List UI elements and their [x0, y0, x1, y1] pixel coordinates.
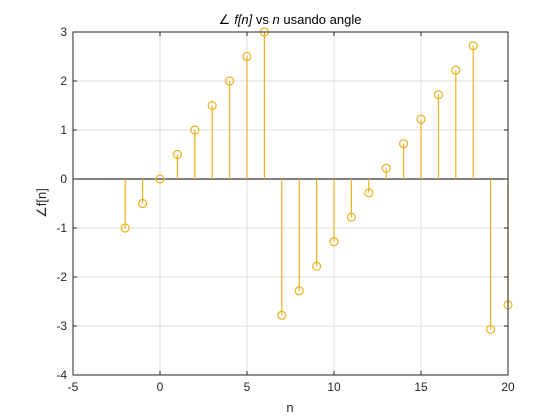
y-tick-label: -3: [56, 319, 67, 333]
y-tick-labels: -4 -3 -2 -1 0 1 2 3: [56, 25, 67, 382]
x-tick-label: 20: [501, 380, 515, 394]
stem-marker: [486, 324, 496, 335]
y-tick-label: -2: [56, 270, 67, 284]
stem-marker: [451, 65, 461, 75]
stems: [124, 32, 509, 330]
stem-marker: [399, 139, 409, 149]
x-tick-label: 0: [157, 380, 164, 394]
stem-marker: [225, 76, 235, 86]
stem-marker: [294, 286, 304, 296]
y-tick-label: 1: [60, 123, 67, 137]
stem-marker: [468, 41, 478, 51]
stem-marker: [381, 163, 391, 173]
stem-marker: [364, 188, 374, 198]
stem-marker: [346, 212, 356, 222]
stem-marker: [242, 51, 252, 62]
stem-marker: [277, 310, 287, 320]
y-tick-label: 0: [60, 172, 67, 186]
stem-marker: [207, 100, 217, 111]
title-function: f[n]: [234, 12, 252, 27]
title-variable: n: [273, 12, 280, 27]
title-vs: vs: [252, 12, 272, 27]
stem-marker: [190, 125, 200, 135]
y-tick-label: 2: [60, 74, 67, 88]
stem-marker: [312, 261, 322, 271]
x-tick-label: 10: [327, 380, 341, 394]
ticks: [72, 31, 509, 376]
axes-box: [72, 31, 509, 376]
stem-marker: [416, 114, 426, 124]
x-tick-label: 5: [244, 380, 251, 394]
stem-marker: [138, 198, 148, 209]
chart-title: ∠ f[n] vs n usando angle: [219, 12, 362, 27]
x-tick-label: 15: [414, 380, 428, 394]
y-axis-label: ∠f[n]: [34, 188, 49, 218]
plot-background: [73, 32, 508, 375]
stem-marker: [329, 237, 339, 247]
y-tick-label: -1: [56, 221, 67, 235]
y-tick-label: 3: [60, 25, 67, 39]
stem-marker: [120, 223, 130, 233]
x-axis-label: n: [286, 400, 293, 415]
title-angle-symbol: ∠: [219, 12, 231, 27]
y-tick-label: -4: [56, 368, 67, 382]
x-tick-label: -5: [68, 380, 79, 394]
stem-marker: [172, 149, 182, 160]
stem-marker: [155, 174, 165, 184]
stem-marker: [433, 90, 443, 100]
title-rest: usando angle: [280, 12, 362, 27]
x-tick-labels: -5 0 5 10 15 20: [68, 380, 515, 394]
